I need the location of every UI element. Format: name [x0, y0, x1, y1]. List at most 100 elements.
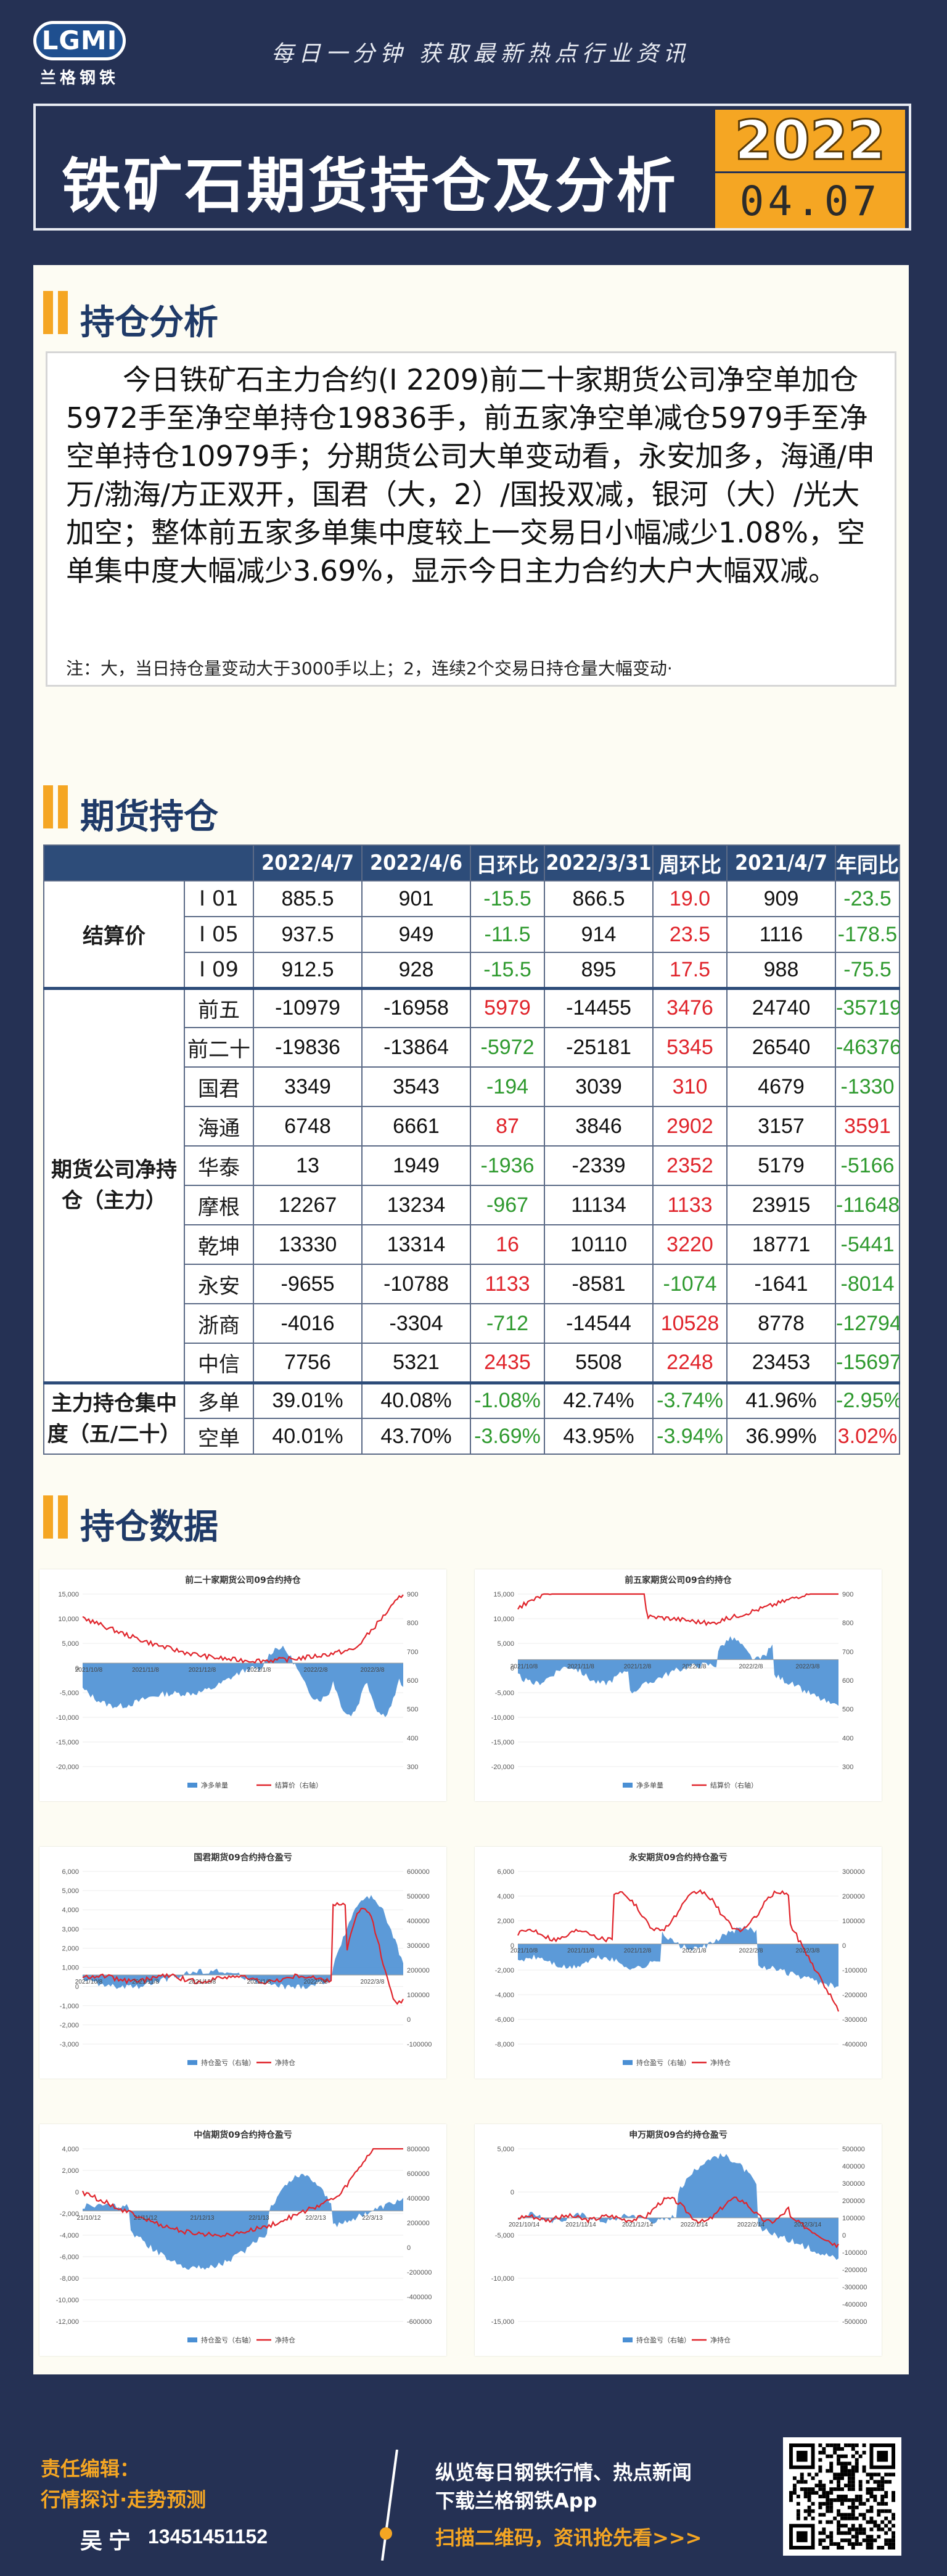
legend-label: 持仓盈亏（右轴） — [636, 2336, 691, 2344]
qr-code[interactable] — [783, 2437, 901, 2556]
x-tick-label: 2021/10/14 — [509, 2222, 539, 2228]
change-cell: -1074 — [652, 1264, 728, 1304]
x-tick-label: 2022/3/8 — [361, 1979, 385, 1985]
y-right-tick-label: 100000 — [842, 1918, 865, 1925]
legend-label: 净持仓 — [710, 2336, 731, 2344]
y-right-tick-label: -100000 — [842, 2249, 867, 2257]
y-left-tick-label: -10,000 — [56, 2297, 79, 2304]
table-header-row: 2022/4/7 2022/4/6 日环比 2022/3/31 周环比 2021… — [43, 844, 900, 881]
x-tick-label: 22/3/13 — [362, 2215, 383, 2222]
change-cell: -15.5 — [470, 880, 545, 917]
y-right-tick-label: 500 — [842, 1706, 853, 1714]
table-header-cell: 2022/4/6 — [361, 844, 471, 881]
row-group-label: 期货公司净持仓（主力） — [43, 986, 185, 1383]
row-label: 空单 — [184, 1418, 254, 1455]
x-tick-label: 2021/11/8 — [567, 1663, 594, 1670]
y-right-tick-label: 0 — [842, 2232, 846, 2239]
y-left-tick-label: 5,000 — [62, 1887, 79, 1895]
y-left-tick-label: -1,000 — [60, 2003, 79, 2010]
section-bar — [43, 1495, 53, 1539]
y-right-tick-label: 300000 — [842, 2180, 865, 2188]
y-left-tick-label: -8,000 — [60, 2275, 79, 2283]
header: LGMI 兰格钢铁 每日一分钟 获取最新热点行业资讯 铁矿石期货持仓及分析 20… — [0, 0, 947, 247]
change-cell: 5979 — [470, 986, 545, 1028]
y-left-tick-label: 5,000 — [497, 2146, 514, 2153]
x-tick-label: 2021/11/8 — [567, 1948, 594, 1955]
x-tick-label: 2022/2/14 — [737, 2222, 765, 2228]
line-series — [81, 2148, 403, 2238]
change-cell: -3.74% — [652, 1381, 728, 1419]
value-cell: -10788 — [361, 1264, 471, 1304]
value-cell: 937.5 — [253, 916, 363, 953]
table-header-cell: 日环比 — [470, 844, 545, 881]
x-tick-label: 22/2/13 — [305, 2215, 326, 2222]
y-right-tick-label: 300000 — [842, 1868, 865, 1876]
slogan: 每日一分钟 获取最新热点行业资讯 — [271, 41, 691, 67]
value-cell: 909 — [726, 880, 836, 917]
value-cell: 4679 — [726, 1066, 836, 1107]
value-cell: 18771 — [726, 1224, 836, 1265]
y-right-tick-label: 700 — [407, 1648, 418, 1656]
y-right-tick-label: -400000 — [842, 2301, 867, 2308]
legend-label: 结算价（右轴） — [710, 1781, 758, 1789]
area-series — [518, 2153, 838, 2260]
legend-label: 持仓盈亏（右轴） — [636, 2058, 691, 2067]
value-cell: 5179 — [726, 1145, 836, 1186]
x-tick-label: 2021/12/8 — [189, 1667, 216, 1674]
holdings-table: 2022/4/7 2022/4/6 日环比 2022/3/31 周环比 2021… — [43, 844, 900, 1455]
change-cell: -35719 — [835, 986, 900, 1028]
change-cell: 87 — [470, 1106, 545, 1147]
chart-title: 国君期货09合约持仓盈亏 — [194, 1852, 292, 1863]
title-box: 铁矿石期货持仓及分析 — [33, 104, 911, 231]
table-row: 主力持仓集中度（五/二十） 多单 39.01% 40.08% -1.08% 42.74% -… — [43, 1381, 900, 1455]
y-left-tick-label: 1,000 — [62, 1965, 79, 1972]
row-label: 中信 — [184, 1343, 254, 1383]
table-row: I 09 912.5 928 -15.5 895 17.5 988 -75.5 — [44, 952, 900, 989]
y-left-tick-label: -20,000 — [491, 1764, 514, 1771]
value-cell: 12267 — [253, 1185, 363, 1225]
y-left-tick-label: 0 — [75, 1665, 79, 1672]
x-tick-label: 2021/12/8 — [624, 1948, 652, 1955]
table-row: 国君 3349 3543 -194 3039 310 4679 -1330 — [44, 1066, 900, 1107]
value-cell: -13864 — [361, 1027, 471, 1068]
y-right-tick-label: 0 — [407, 2244, 411, 2252]
table-row: 前二十 -19836 -13864 -5972 -25181 5345 26540 -4637… — [44, 1027, 900, 1068]
value-cell: -16958 — [361, 986, 471, 1028]
y-left-tick-label: 6,000 — [62, 1868, 79, 1876]
date-month-day: 04.07 — [715, 171, 905, 228]
value-cell: 41.96% — [726, 1381, 836, 1419]
value-cell: 24740 — [726, 986, 836, 1028]
x-tick-label: 2022/1/8 — [247, 1979, 271, 1985]
change-cell: 3220 — [652, 1224, 728, 1265]
change-cell: 2435 — [470, 1343, 545, 1383]
x-tick-label: 2021/10/8 — [510, 1948, 538, 1955]
y-right-tick-label: 600 — [407, 1677, 418, 1685]
value-cell: 866.5 — [544, 880, 654, 917]
y-left-tick-label: -2,000 — [60, 2210, 79, 2218]
y-left-tick-label: -15,000 — [491, 2318, 514, 2326]
table-header-cell — [43, 844, 254, 881]
value-cell: 8778 — [726, 1303, 836, 1344]
y-left-tick-label: 2,000 — [62, 1945, 79, 1952]
table-row: 华泰 13 1949 -1936 -2339 2352 5179 -5166 — [44, 1145, 900, 1186]
value-cell: 3039 — [544, 1066, 654, 1107]
change-cell: 1133 — [470, 1264, 545, 1304]
change-cell: -3.69% — [470, 1418, 545, 1455]
legend-label: 持仓盈亏（右轴） — [201, 2058, 255, 2067]
y-right-tick-label: -100000 — [407, 2041, 432, 2048]
change-cell: -1.08% — [470, 1381, 545, 1419]
footer-line-scan[interactable]: 扫描二维码，资讯抢先看>>> — [435, 2526, 702, 2549]
y-right-tick-label: -100000 — [842, 1967, 867, 1974]
value-cell: -10979 — [253, 986, 363, 1028]
y-left-tick-label: 15,000 — [58, 1591, 79, 1598]
table-header-cell: 年同比 — [835, 844, 900, 881]
table-row: 永安 -9655 -10788 1133 -8581 -1074 -1641 -8014 — [44, 1264, 900, 1304]
value-cell: 43.70% — [361, 1418, 471, 1455]
value-cell: 40.08% — [361, 1381, 471, 1419]
y-right-tick-label: 400000 — [842, 2163, 865, 2170]
y-left-tick-label: 2,000 — [62, 2167, 79, 2175]
value-cell: 13314 — [361, 1224, 471, 1265]
line-series — [517, 2196, 839, 2249]
value-cell: 6661 — [361, 1106, 471, 1147]
chart-title: 申万期货09合约持仓盈亏 — [629, 2130, 727, 2140]
